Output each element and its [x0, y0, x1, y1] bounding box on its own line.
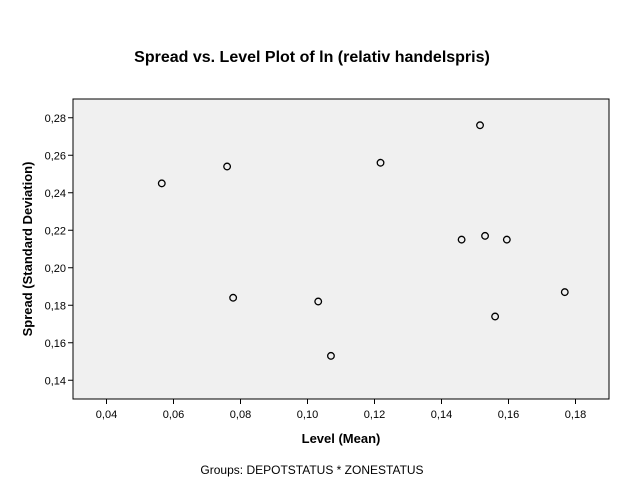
y-tick-label: 0,22 [45, 225, 66, 237]
x-tick-label: 0,14 [431, 409, 452, 421]
y-axis-title: Spread (Standard Deviation) [20, 162, 35, 337]
y-axis: 0,14 0,16 0,18 0,20 0,22 0,24 0,26 0,28 [45, 113, 73, 387]
data-point-2 [223, 162, 232, 171]
y-tick-label: 0,24 [45, 188, 66, 200]
data-point-4 [314, 297, 323, 306]
data-point-10 [491, 312, 500, 321]
y-tick-label: 0,20 [45, 263, 66, 275]
data-point-6 [376, 158, 385, 167]
chart-title: Spread vs. Level Plot of ln (relativ han… [134, 49, 490, 66]
y-tick-label: 0,26 [45, 150, 66, 162]
groups-footnote: Groups: DEPOTSTATUS * ZONESTATUS [200, 463, 423, 477]
x-tick-label: 0,16 [498, 409, 519, 421]
x-tick-label: 0,04 [96, 409, 117, 421]
y-tick-label: 0,16 [45, 338, 66, 350]
plot-area [72, 98, 610, 400]
y-tick-label: 0,18 [45, 300, 66, 312]
data-point-9 [481, 231, 489, 240]
y-tick-label: 0,14 [45, 375, 66, 387]
x-tick-label: 0,10 [297, 409, 318, 421]
data-points [157, 121, 569, 360]
x-axis: 0,04 0,06 0,08 0,10 0,12 0,14 0,16 0,18 [96, 399, 586, 421]
data-point-1 [157, 179, 166, 188]
x-tick-label: 0,18 [565, 409, 586, 421]
data-point-8 [476, 121, 484, 130]
data-point-3 [229, 293, 238, 302]
data-point-5 [327, 351, 335, 360]
x-tick-label: 0,06 [163, 409, 184, 421]
x-tick-label: 0,08 [230, 409, 251, 421]
x-tick-label: 0,12 [364, 409, 385, 421]
y-tick-label: 0,28 [45, 113, 66, 125]
x-axis-title: Level (Mean) [302, 431, 381, 446]
data-point-7 [457, 235, 466, 244]
data-point-11 [502, 235, 511, 244]
data-point-12 [560, 288, 569, 297]
